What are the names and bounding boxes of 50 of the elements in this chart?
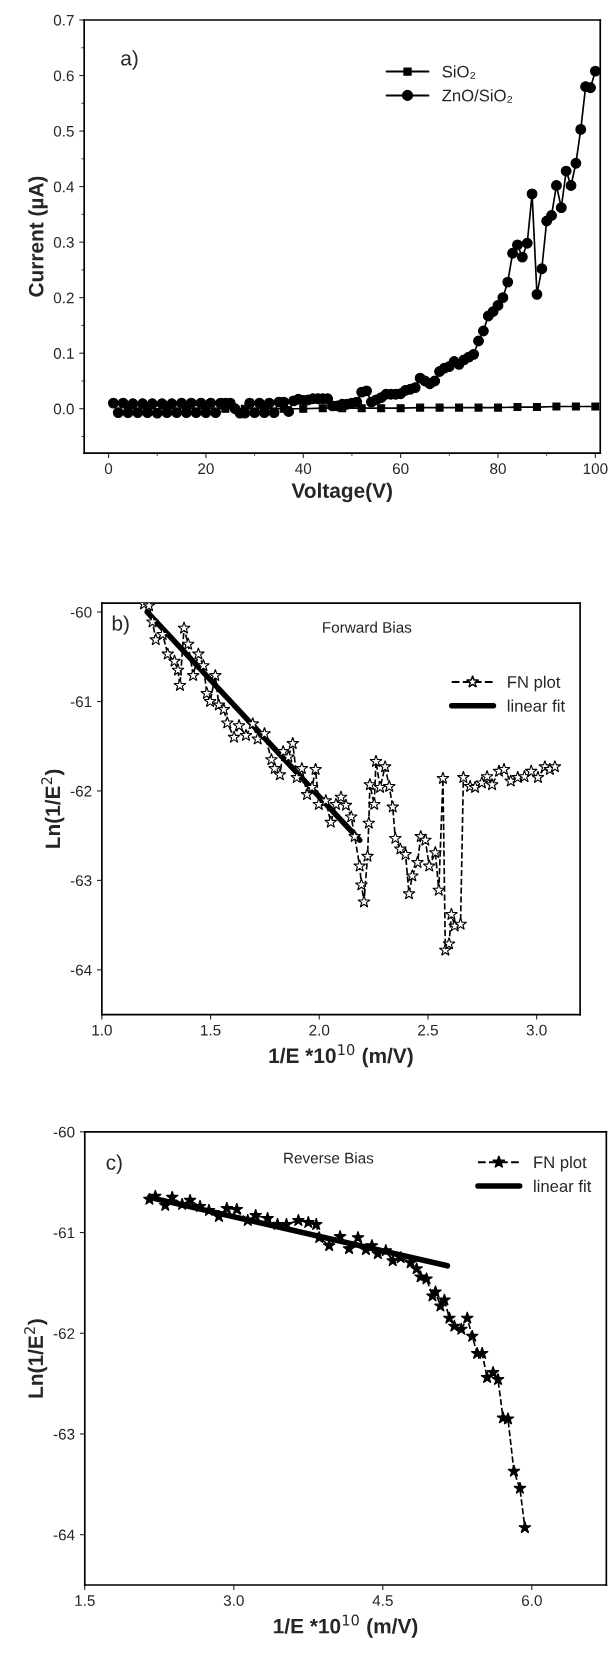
y-tick-label: 0.3 <box>53 236 74 248</box>
x-tick-label: 4.5 <box>372 1595 393 1606</box>
x-tick-label: 20 <box>198 463 214 475</box>
y-tick-label: 0.7 <box>53 14 74 26</box>
legend-label: FN plot <box>508 675 561 692</box>
annotation: b) <box>112 615 129 635</box>
x-axis-title: 1/E *10$^{10}$ (m/V) <box>274 1614 418 1638</box>
y-tick-label: 0.6 <box>53 70 74 82</box>
annotation: c) <box>106 1154 122 1174</box>
y-axis-title: Current (µA) <box>28 176 48 297</box>
y-tick-label: 0.2 <box>53 292 74 304</box>
y-tick-label: 0.4 <box>53 181 75 193</box>
annotation: Forward Bias <box>323 621 412 633</box>
x-tick-label: 3.0 <box>223 1595 244 1606</box>
x-tick-label: 60 <box>392 463 409 475</box>
y-tick-label: -63 <box>70 875 92 887</box>
y-axis-title: Ln(1/E$^{2}$) <box>41 769 65 848</box>
y-tick-label: -60 <box>70 606 92 618</box>
y-tick-label: -64 <box>53 1529 75 1541</box>
y-axis-title: Ln(1/E$^{2}$) <box>24 1319 48 1398</box>
y-tick-label: -60 <box>53 1126 75 1138</box>
x-axis-title: 1/E *10$^{10}$ (m/V) <box>269 1044 413 1068</box>
legend-label: ZnO/SiO₂ <box>442 89 513 103</box>
x-tick-label: 1.5 <box>201 1024 221 1036</box>
x-tick-label: 2.0 <box>309 1024 330 1036</box>
x-tick-label: 6.0 <box>521 1595 542 1606</box>
legend-label: linear fit <box>534 1179 592 1193</box>
y-tick-label: -61 <box>70 696 92 708</box>
x-tick-label: 40 <box>295 463 312 475</box>
x-tick-label: 80 <box>490 463 506 475</box>
x-axis-title: Voltage(V) <box>291 482 392 503</box>
legend-label: FN plot <box>534 1155 587 1172</box>
legend-label: SiO₂ <box>442 65 476 79</box>
x-tick-label: 100 <box>583 463 608 475</box>
y-tick-label: -61 <box>53 1227 75 1239</box>
x-tick-label: 0 <box>104 463 113 475</box>
legend-label: linear fit <box>507 699 565 712</box>
x-tick-label: 1.5 <box>75 1595 95 1606</box>
y-tick-label: -62 <box>53 1328 75 1339</box>
x-tick-label: 1.0 <box>92 1024 112 1036</box>
annotation: a) <box>121 50 138 70</box>
y-tick-label: -62 <box>70 785 92 797</box>
x-tick-label: 3.0 <box>526 1024 547 1036</box>
x-tick-label: 2.5 <box>418 1024 438 1036</box>
y-tick-label: 0.1 <box>53 348 74 359</box>
y-tick-label: 0.5 <box>53 125 74 137</box>
y-tick-label: -64 <box>70 964 92 976</box>
y-tick-label: 0.0 <box>53 403 74 415</box>
y-tick-label: -63 <box>53 1428 75 1440</box>
annotation: Reverse Bias <box>284 1152 374 1164</box>
